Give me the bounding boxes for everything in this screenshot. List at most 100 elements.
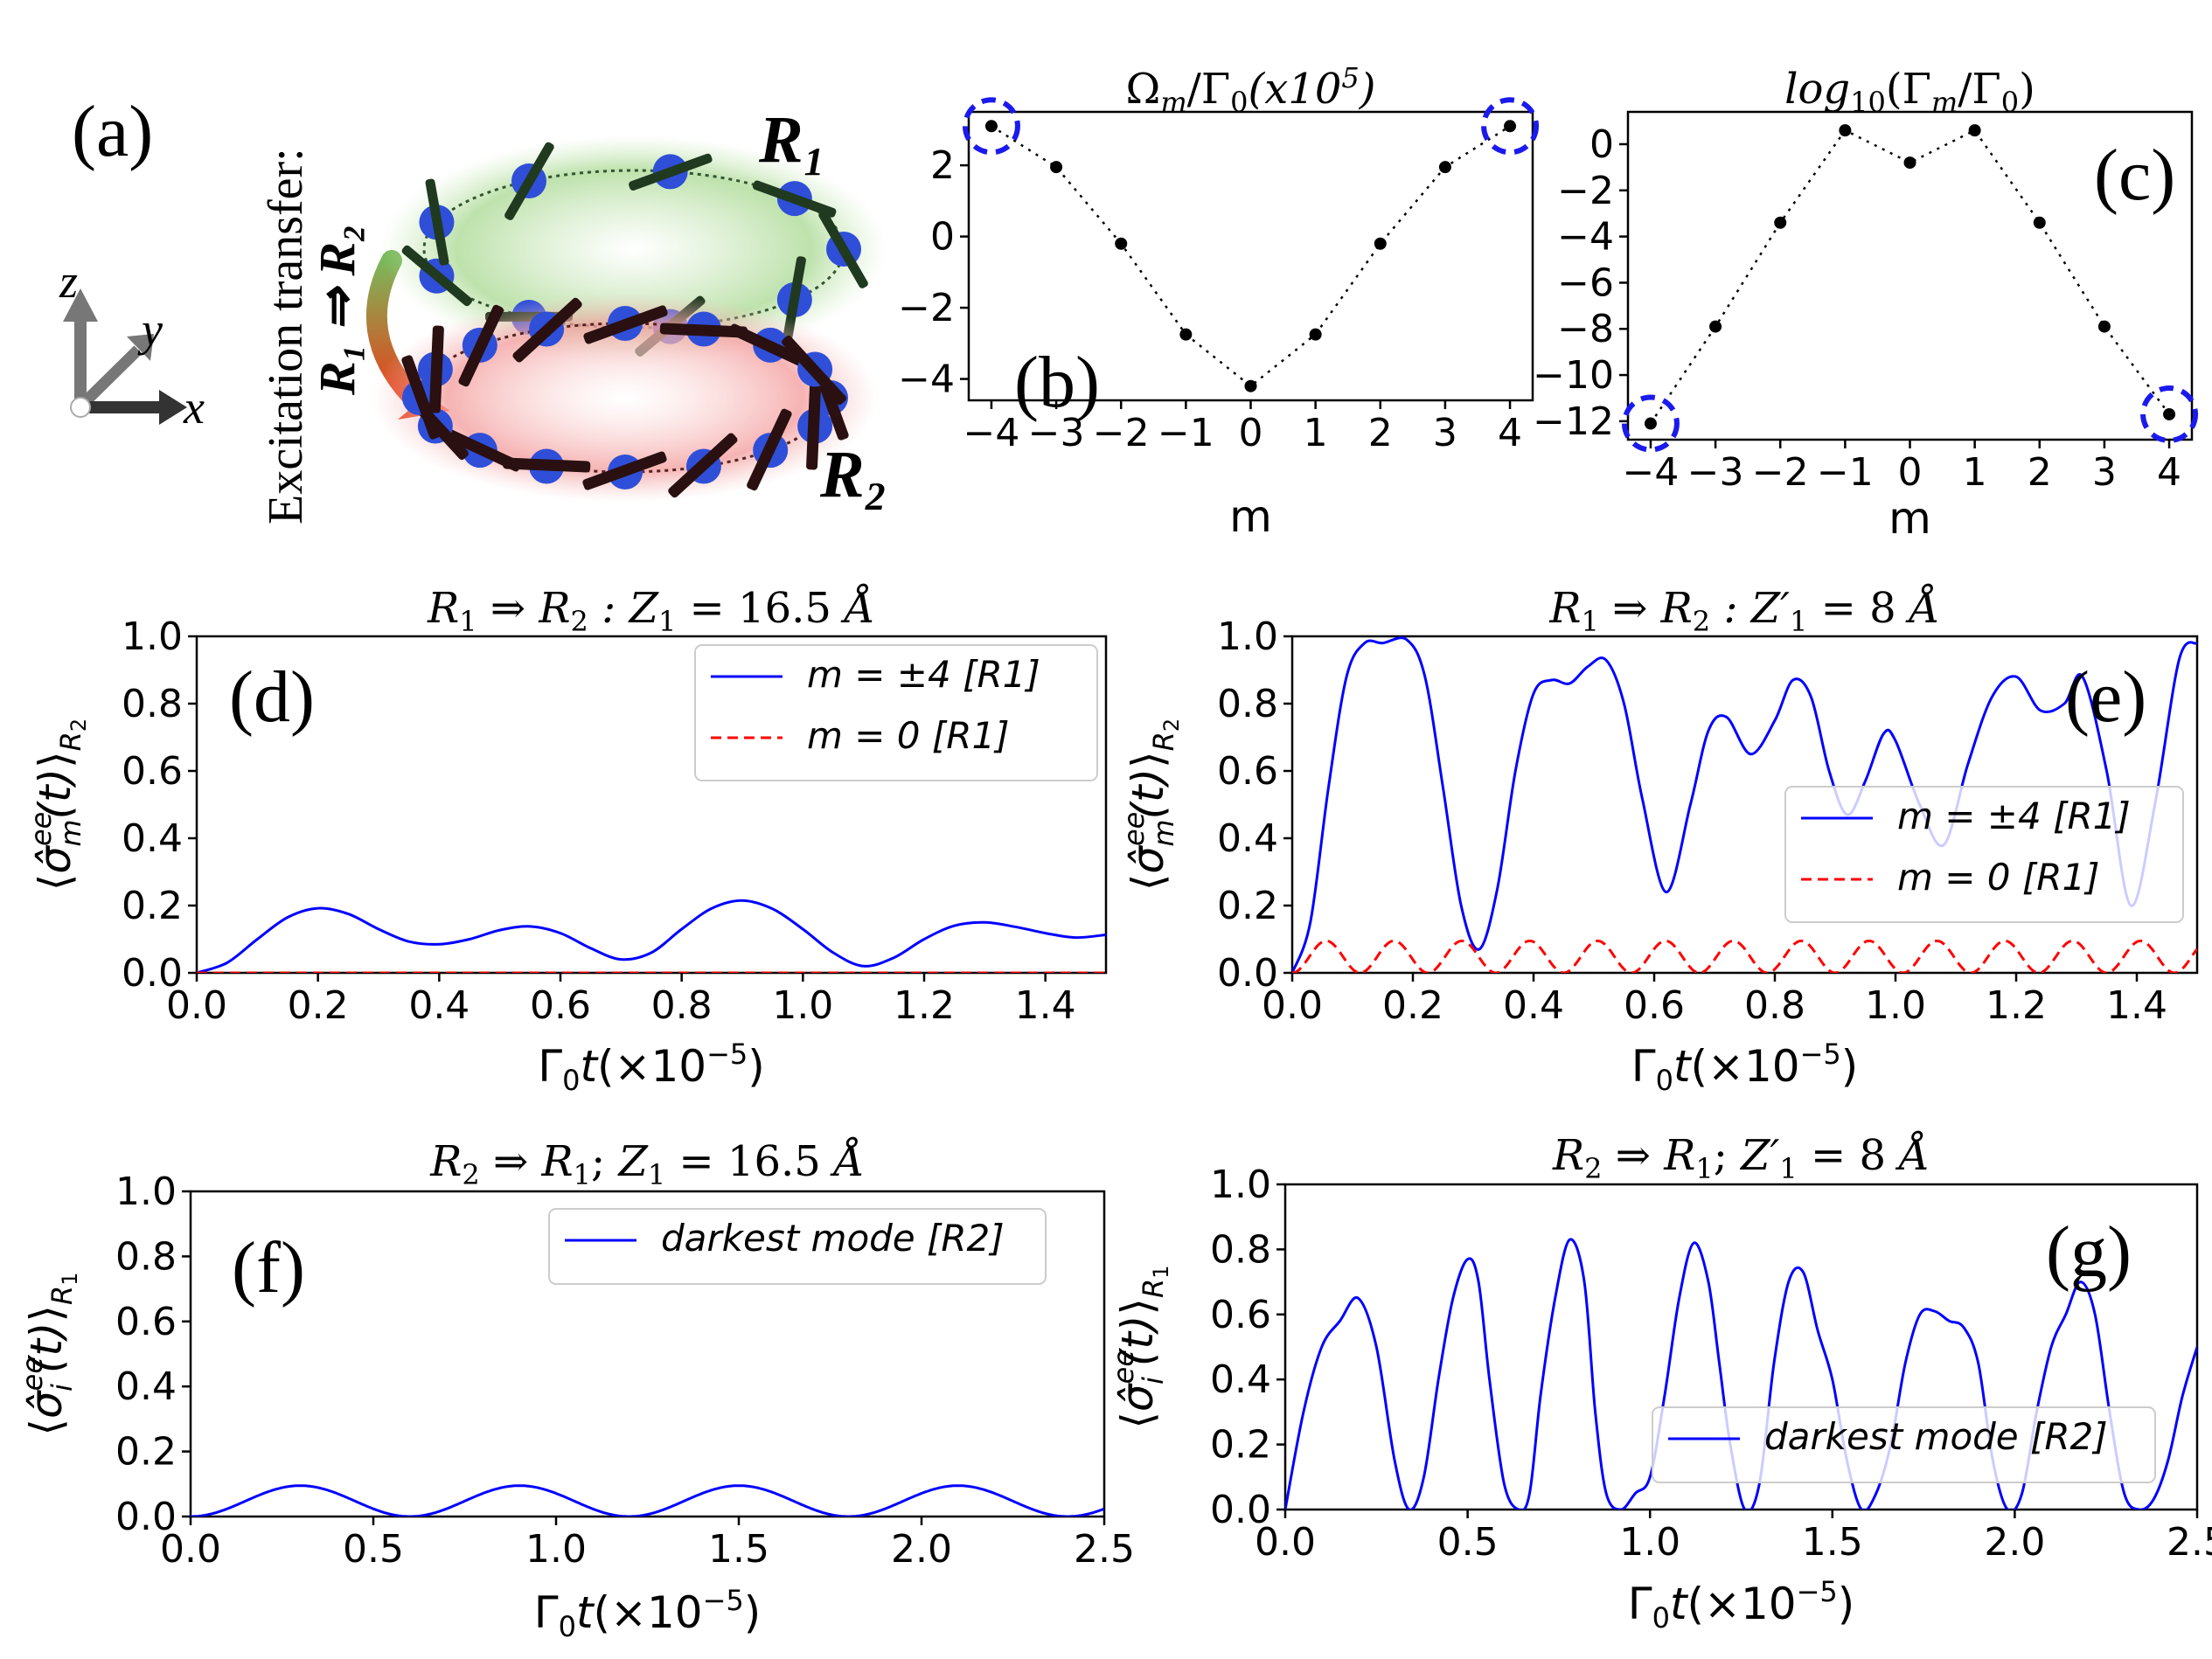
chart-f-xtick-label: 0.0 (160, 1527, 221, 1572)
ring2-dipole (668, 433, 738, 498)
chart-b-xtick-label: 0 (1239, 411, 1263, 455)
chart-f-ytick-label: 0.0 (115, 1495, 177, 1539)
chart-b-point (1244, 379, 1257, 392)
ring1-dipole (504, 142, 554, 220)
chart-g-xtick-label: 1.5 (1802, 1520, 1863, 1565)
chart-g-panel-label: (g) (2046, 1211, 2132, 1293)
chart-d-ytick-label: 0.0 (122, 951, 183, 996)
chart-c-point (2033, 216, 2046, 229)
chart-g-ytick-label: 0.8 (1210, 1227, 1271, 1272)
ring2-dipole (503, 457, 591, 473)
chart-e-series-line (1292, 636, 2197, 973)
chart-b-xtick-label: −3 (1028, 411, 1085, 455)
chart-c-point (2097, 320, 2111, 333)
chart-g-ytick-label: 0.6 (1210, 1293, 1271, 1337)
ring2-dipole (582, 451, 667, 490)
y-axis-label: y (137, 303, 163, 356)
ring1-dipole (752, 180, 837, 218)
chart-d-legend-entry: m = 0 [R1] (807, 714, 1010, 757)
chart-d-ylabel: ⟨σ̂eem(t)⟩R2 (24, 718, 91, 891)
chart-e-legend-entry: m = 0 [R1] (1897, 856, 2100, 899)
chart-b-point (1504, 120, 1517, 133)
chart-g-xtick-label: 1.0 (1619, 1520, 1680, 1565)
chart-g-xtick-label: 0.5 (1437, 1520, 1499, 1565)
chart-e-panel-label: (e) (2065, 656, 2146, 738)
chart-c-xtick-label: 4 (2157, 450, 2181, 495)
chart-g-ylabel: ⟨σ̂eei(t)⟩R1 (1107, 1265, 1173, 1428)
chart-c-point (1774, 216, 1787, 229)
chart-d-xtick-label: 0.6 (530, 983, 591, 1028)
chart-e-ytick-label: 0.2 (1217, 884, 1278, 928)
chart-c-ytick-label: −12 (1533, 399, 1614, 444)
ring2-dipole (747, 408, 792, 491)
chart-c-xlabel: m (1889, 493, 1931, 544)
chart-b-point (1179, 328, 1193, 341)
chart-c-ytick-label: −6 (1557, 260, 1614, 305)
chart-e-xtick-label: 0.0 (1262, 983, 1323, 1028)
ring2-dipole (458, 304, 504, 387)
chart-e-series-line (1292, 940, 2197, 973)
chart-d-xtick-label: 0.8 (651, 983, 713, 1028)
chart-f-xlabel: Γ0t(×10−5) (534, 1584, 762, 1643)
chart-d-ytick-label: 1.0 (122, 614, 183, 659)
chart-c-dotted-line (1649, 128, 2171, 425)
ring2-dipole (401, 355, 441, 440)
chart-e-xtick-label: 0.8 (1744, 983, 1805, 1028)
chart-g-xtick-label: 0.0 (1255, 1520, 1316, 1565)
y-axis-head (127, 334, 154, 361)
chart-e-legend-entry: m = ±4 [R1] (1897, 795, 2131, 837)
panel-a-illustration: (a) z y x Excitation transfer: R₁ ⇒ R₂ (59, 91, 887, 524)
chart-c-point (1839, 124, 1852, 137)
chart-d-xlabel: Γ0t(×10−5) (538, 1038, 765, 1097)
chart-e-xlabel: Γ0t(×10−5) (1631, 1038, 1859, 1097)
chart-e-xtick-label: 1.4 (2106, 983, 2167, 1028)
chart-f-legend-box (548, 1208, 1047, 1285)
chart-e-ytick-label: 0.4 (1217, 816, 1278, 861)
chart-d-series-line (197, 899, 1106, 973)
chart-c-point (1644, 417, 1657, 430)
chart-d-xtick-label: 0.2 (288, 983, 349, 1028)
chart-f-panel-label: (f) (232, 1227, 305, 1308)
chart-d-xtick-label: 1.4 (1015, 983, 1076, 1028)
chart-d-legend-box (694, 644, 1098, 781)
chart-g-xlabel: Γ0t(×10−5) (1628, 1575, 1855, 1635)
chart-f-xtick-label: 0.5 (343, 1527, 404, 1572)
chart-f-title: R2 ⇒ R1; Z1 = 16.5 Å (429, 1136, 864, 1191)
chart-c-ytick-label: −8 (1557, 307, 1614, 351)
chart-d-xtick-label: 1.2 (894, 983, 955, 1028)
chart-c-ytick-label: −2 (1557, 169, 1614, 213)
chart-e-frame (1290, 635, 2199, 975)
ring2-label: R₂ (819, 438, 887, 511)
x-axis-head (159, 390, 187, 425)
chart-e-ytick-label: 0.6 (1217, 749, 1278, 794)
chart-f-ytick-label: 1.0 (115, 1170, 177, 1214)
chart-d-title: R1 ⇒ R2 : Z1 = 16.5 Å (427, 583, 875, 638)
chart-e-ytick-label: 1.0 (1217, 614, 1278, 659)
chart-f-xtick-label: 1.0 (525, 1527, 587, 1572)
chart-c-highlight-circle (2140, 385, 2199, 443)
ring2-dipole (659, 323, 748, 338)
chart-c-xtick-label: 2 (2028, 450, 2052, 495)
chart-f-legend-entry: darkest mode [R2] (661, 1217, 1005, 1260)
chart-b-point (1050, 161, 1063, 174)
chart-e-xtick-label: 1.2 (1986, 983, 2047, 1028)
chart-f-xtick-label: 2.0 (891, 1527, 952, 1572)
chart-b-xtick-label: −1 (1158, 411, 1214, 455)
chart-e-ylabel: ⟨σ̂eem(t)⟩R2 (1117, 718, 1184, 891)
chart-g: R2 ⇒ R1; Z′1 = 8 Å 0.0 0.5 1.0 1.5 2.0 2.5 0.0… (1107, 1130, 2212, 1635)
chart-c-point (2163, 407, 2176, 420)
chart-g-ytick-label: 0.4 (1210, 1357, 1271, 1402)
chart-f-series-line (191, 1484, 1104, 1517)
chart-b: Ωm/Γ0(x105) −4 −3 −2 −1 0 1 2 3 420−2−4 m (b) (898, 61, 1540, 542)
chart-e-xtick-label: 0.4 (1503, 983, 1564, 1028)
origin-dot (70, 397, 91, 418)
chart-f-xtick-label: 1.5 (708, 1527, 769, 1572)
chart-b-xtick-label: 4 (1498, 411, 1522, 455)
ring1-label: R₁ (758, 103, 826, 177)
chart-f-ytick-label: 0.4 (115, 1364, 177, 1409)
chart-f-ytick-label: 0.2 (115, 1430, 177, 1475)
chart-c-title: log10(Γm/Γ0) (1784, 65, 2035, 119)
chart-g-ytick-label: 0.0 (1210, 1488, 1271, 1532)
chart-g-ytick-label: 1.0 (1210, 1163, 1271, 1207)
